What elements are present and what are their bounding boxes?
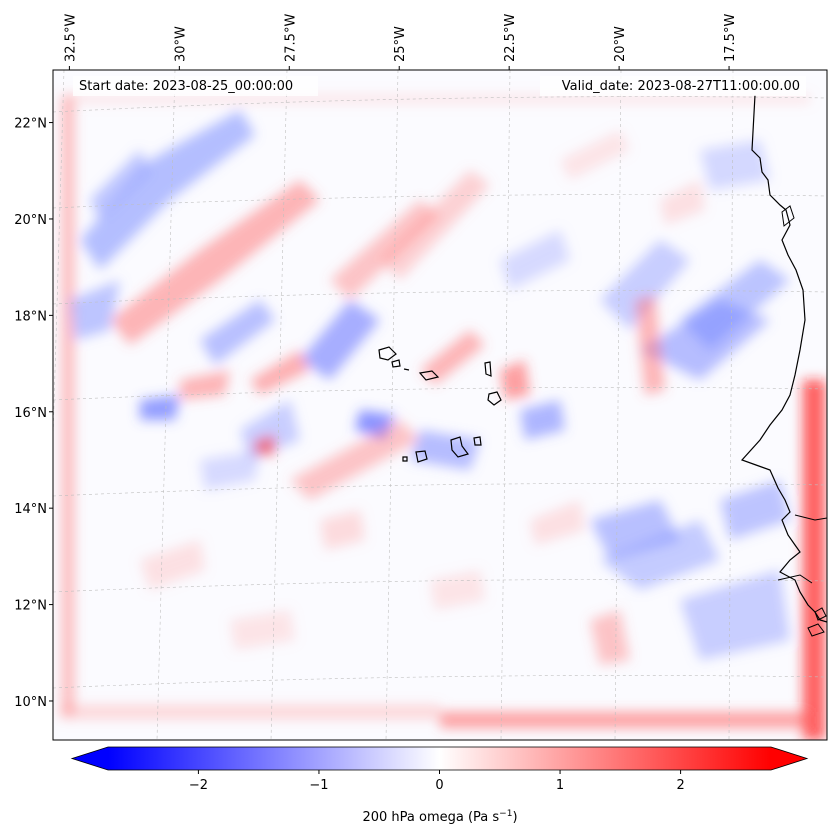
map-frame — [52, 69, 828, 741]
colorbar-tick-label: −1 — [309, 778, 328, 793]
lat-tick-label: 12°N — [14, 599, 47, 614]
colorbar-tick-label: −2 — [189, 778, 208, 793]
colorbar-tick-label: 0 — [435, 778, 443, 793]
colorbar-tick-label: 1 — [556, 778, 564, 793]
map-panel: Start date: 2023-08-25_00:00:00 Valid_da… — [52, 69, 828, 741]
omega-field — [60, 95, 825, 740]
map-gridlines — [53, 70, 827, 740]
lon-tick-label: 32.5°W — [63, 14, 78, 62]
colorbar-gradient — [108, 747, 771, 770]
lat-tick-label: 16°N — [14, 406, 47, 421]
lat-tick-label: 18°N — [14, 309, 47, 324]
latitude-tick-labels: 22°N 20°N 18°N 16°N 14°N 12°N 10°N — [14, 117, 53, 710]
longitude-tick-labels: 32.5°W 30°W 27.5°W 25°W 22.5°W 20°W 17.5°W — [63, 14, 738, 70]
start-date-box — [73, 76, 318, 96]
lon-tick-label: 22.5°W — [503, 14, 518, 62]
lon-tick-label: 30°W — [173, 26, 188, 62]
lon-tick-label: 25°W — [393, 26, 408, 62]
colorbar-outline — [70, 746, 809, 771]
colorbar-extend-min — [72, 747, 108, 770]
lat-tick-label: 14°N — [14, 502, 47, 517]
colorbar-extend-max — [771, 747, 807, 770]
colorbar: −2 −1 0 1 2 200 hPa omega (Pa s−1) — [70, 746, 809, 825]
colorbar-label: 200 hPa omega (Pa s−1) — [362, 809, 517, 825]
lon-tick-label: 17.5°W — [723, 14, 738, 62]
cape-verde-islands — [378, 346, 502, 463]
lat-tick-label: 22°N — [14, 117, 47, 132]
lon-tick-label: 27.5°W — [283, 14, 298, 62]
colorbar-ticks: −2 −1 0 1 2 — [189, 770, 685, 793]
lon-tick-label: 20°W — [613, 26, 628, 62]
valid-date-label: Valid_date: 2023-08-27T11:00:00.00 — [562, 79, 800, 94]
colorbar-tick-label: 2 — [676, 778, 684, 793]
start-date-label: Start date: 2023-08-25_00:00:00 — [79, 79, 293, 94]
valid-date-box — [540, 76, 806, 96]
coastline-africa — [740, 94, 828, 623]
lat-tick-label: 10°N — [14, 695, 47, 710]
lat-tick-label: 20°N — [14, 213, 47, 228]
